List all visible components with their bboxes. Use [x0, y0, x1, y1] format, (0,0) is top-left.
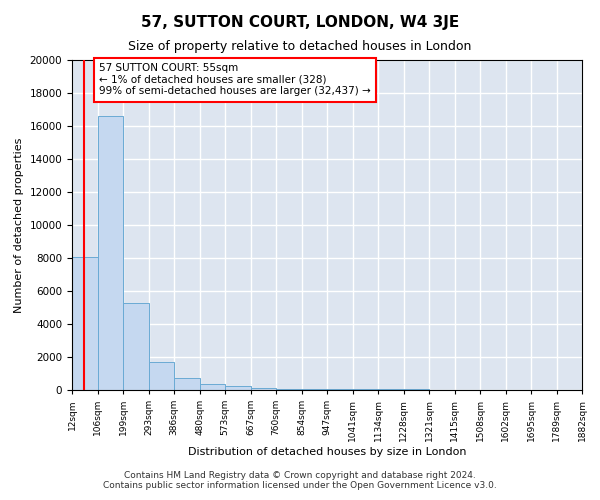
X-axis label: Distribution of detached houses by size in London: Distribution of detached houses by size … [188, 446, 466, 456]
Text: Contains HM Land Registry data © Crown copyright and database right 2024.
Contai: Contains HM Land Registry data © Crown c… [103, 470, 497, 490]
Bar [276, 388, 302, 390]
Bar [123, 304, 149, 390]
Text: 57 SUTTON COURT: 55sqm
← 1% of detached houses are smaller (328)
99% of semi-det: 57 SUTTON COURT: 55sqm ← 1% of detached … [99, 64, 370, 96]
Bar [174, 378, 200, 390]
Bar [149, 362, 174, 390]
Bar [302, 389, 327, 390]
Text: 57, SUTTON COURT, LONDON, W4 3JE: 57, SUTTON COURT, LONDON, W4 3JE [141, 15, 459, 30]
Bar [98, 116, 123, 390]
Y-axis label: Number of detached properties: Number of detached properties [14, 138, 24, 312]
Bar [225, 386, 251, 390]
Bar [200, 384, 225, 390]
Bar [72, 257, 98, 390]
Bar [327, 389, 353, 390]
Bar [353, 389, 378, 390]
Text: Size of property relative to detached houses in London: Size of property relative to detached ho… [128, 40, 472, 53]
Bar [251, 388, 276, 390]
